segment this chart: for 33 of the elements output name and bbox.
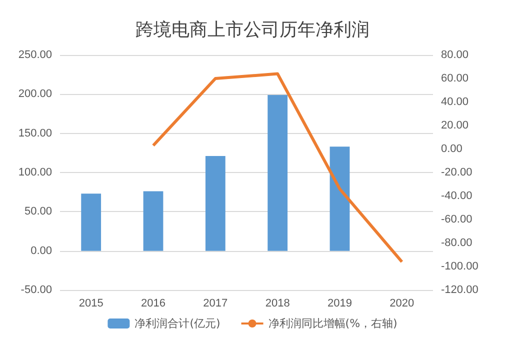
y-tick-label: 200.00 — [18, 88, 52, 100]
bar — [330, 146, 350, 251]
y2-tick-label: -40.00 — [441, 190, 472, 202]
legend-label: 净利润合计(亿元) — [134, 317, 220, 330]
x-tick-label: 2020 — [390, 298, 414, 310]
y2-tick-label: 0.00 — [441, 143, 462, 155]
bar — [81, 194, 102, 251]
legend-label: 净利润同比增幅(%，右轴) — [268, 317, 398, 330]
y2-tick-label: 80.00 — [441, 49, 469, 61]
y2-tick-label: -80.00 — [441, 237, 472, 249]
y-tick-label: 0.00 — [30, 244, 52, 257]
bar — [268, 94, 288, 251]
y2-tick-label: -60.00 — [441, 214, 472, 226]
y2-tick-label: 40.00 — [441, 96, 469, 108]
bar — [205, 156, 226, 251]
x-tick-label: 2018 — [265, 298, 290, 310]
chart-title: 跨境电商上市公司历年净利润 — [136, 20, 370, 40]
y2-tick-label: 20.00 — [441, 120, 469, 132]
y2-tick-label: 60.00 — [441, 72, 469, 84]
y-tick-label: 100.00 — [18, 166, 52, 178]
y-tick-label: 150.00 — [18, 127, 52, 140]
x-tick-label: 2019 — [328, 298, 352, 310]
line-series — [152, 72, 404, 264]
x-tick-label: 2015 — [78, 298, 104, 310]
y2-tick-label: -20.00 — [441, 166, 472, 178]
y2-tick-label: -120.00 — [441, 284, 478, 296]
y2-tick-label: -100.00 — [441, 260, 478, 272]
y-tick-label: 50.00 — [24, 206, 52, 218]
y-tick-label: 250.00 — [18, 49, 52, 61]
x-tick-label: 2017 — [203, 298, 228, 310]
y-tick-label: -50.00 — [20, 284, 52, 296]
bar — [143, 191, 164, 251]
x-tick-label: 2016 — [141, 298, 166, 310]
